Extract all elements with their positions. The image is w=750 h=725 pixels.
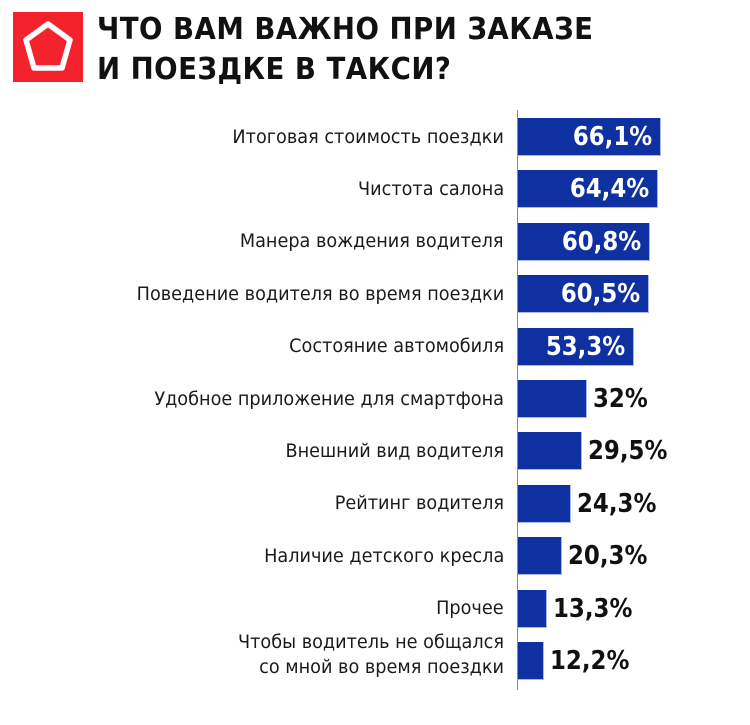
bar <box>518 275 649 314</box>
category-label: Чтобы водитель не общался со мной во врем… <box>238 631 504 680</box>
value-label: 32% <box>593 384 648 414</box>
category-label: Чистота салона <box>357 177 504 200</box>
bar-row: Итоговая стоимость поездки 66,1% <box>0 118 750 156</box>
bar <box>518 118 661 156</box>
bar-row: Чтобы водитель не общался со мной во врем… <box>0 631 750 680</box>
bar-row: Чистота салона 64,4% <box>0 170 750 209</box>
category-label-line: со мной во время поездки <box>259 656 504 678</box>
value-label: 13,3% <box>553 593 633 624</box>
bar <box>518 222 650 261</box>
value-label: 20,3% <box>568 541 648 572</box>
bar <box>518 327 634 366</box>
category-label: Рейтинг водителя <box>334 492 504 515</box>
bar-row: Состояние автомобиля 53,3% <box>0 327 750 366</box>
category-label: Прочее <box>436 597 504 620</box>
bar <box>518 170 658 209</box>
value-label: 53,3% <box>545 331 625 362</box>
value-label: 60,8% <box>561 226 641 257</box>
bar-row: Наличие детского кресла 20,3% <box>0 537 750 576</box>
category-label: Внешний вид водителя <box>285 439 504 462</box>
category-label: Поведение водителя во время поездки <box>136 282 504 305</box>
value-label: 12,2% <box>550 646 630 676</box>
title-line-2: И ПОЕЗДКЕ В ТАКСИ? <box>97 52 452 87</box>
bar <box>518 484 571 523</box>
pentagon-icon <box>23 21 73 71</box>
bar-row: Манера вождения водителя 60,8% <box>0 222 750 261</box>
bar <box>518 380 587 418</box>
bar-row: Рейтинг водителя 24,3% <box>0 484 750 523</box>
value-label: 66,1% <box>572 122 652 152</box>
logo <box>13 12 83 82</box>
bar <box>518 537 562 576</box>
bar <box>518 589 547 628</box>
category-label: Манера вождения водителя <box>240 230 504 253</box>
title-line-1: ЧТО ВАМ ВАЖНО ПРИ ЗАКАЗЕ <box>97 12 594 47</box>
value-label: 24,3% <box>577 488 657 519</box>
chart-title: ЧТО ВАМ ВАЖНО ПРИ ЗАКАЗЕ И ПОЕЗДКЕ В ТАК… <box>97 10 593 90</box>
category-label: Удобное приложение для смартфона <box>154 387 504 410</box>
value-label: 60,5% <box>560 279 640 310</box>
value-label: 29,5% <box>588 436 668 467</box>
bar-row: Поведение водителя во время поездки 60,5% <box>0 275 750 314</box>
category-label: Наличие детского кресла <box>263 544 504 567</box>
bar <box>518 432 582 471</box>
value-label: 64,4% <box>569 174 649 205</box>
bar-row: Прочее 13,3% <box>0 589 750 628</box>
bar-row: Удобное приложение для смартфона 32% <box>0 380 750 418</box>
y-axis-line <box>517 110 518 690</box>
category-label: Состояние автомобиля <box>289 335 504 358</box>
bar-row: Внешний вид водителя 29,5% <box>0 432 750 471</box>
bar <box>518 642 544 680</box>
category-label-line: Чтобы водитель не общался <box>238 631 504 653</box>
category-label: Итоговая стоимость поездки <box>232 125 504 148</box>
